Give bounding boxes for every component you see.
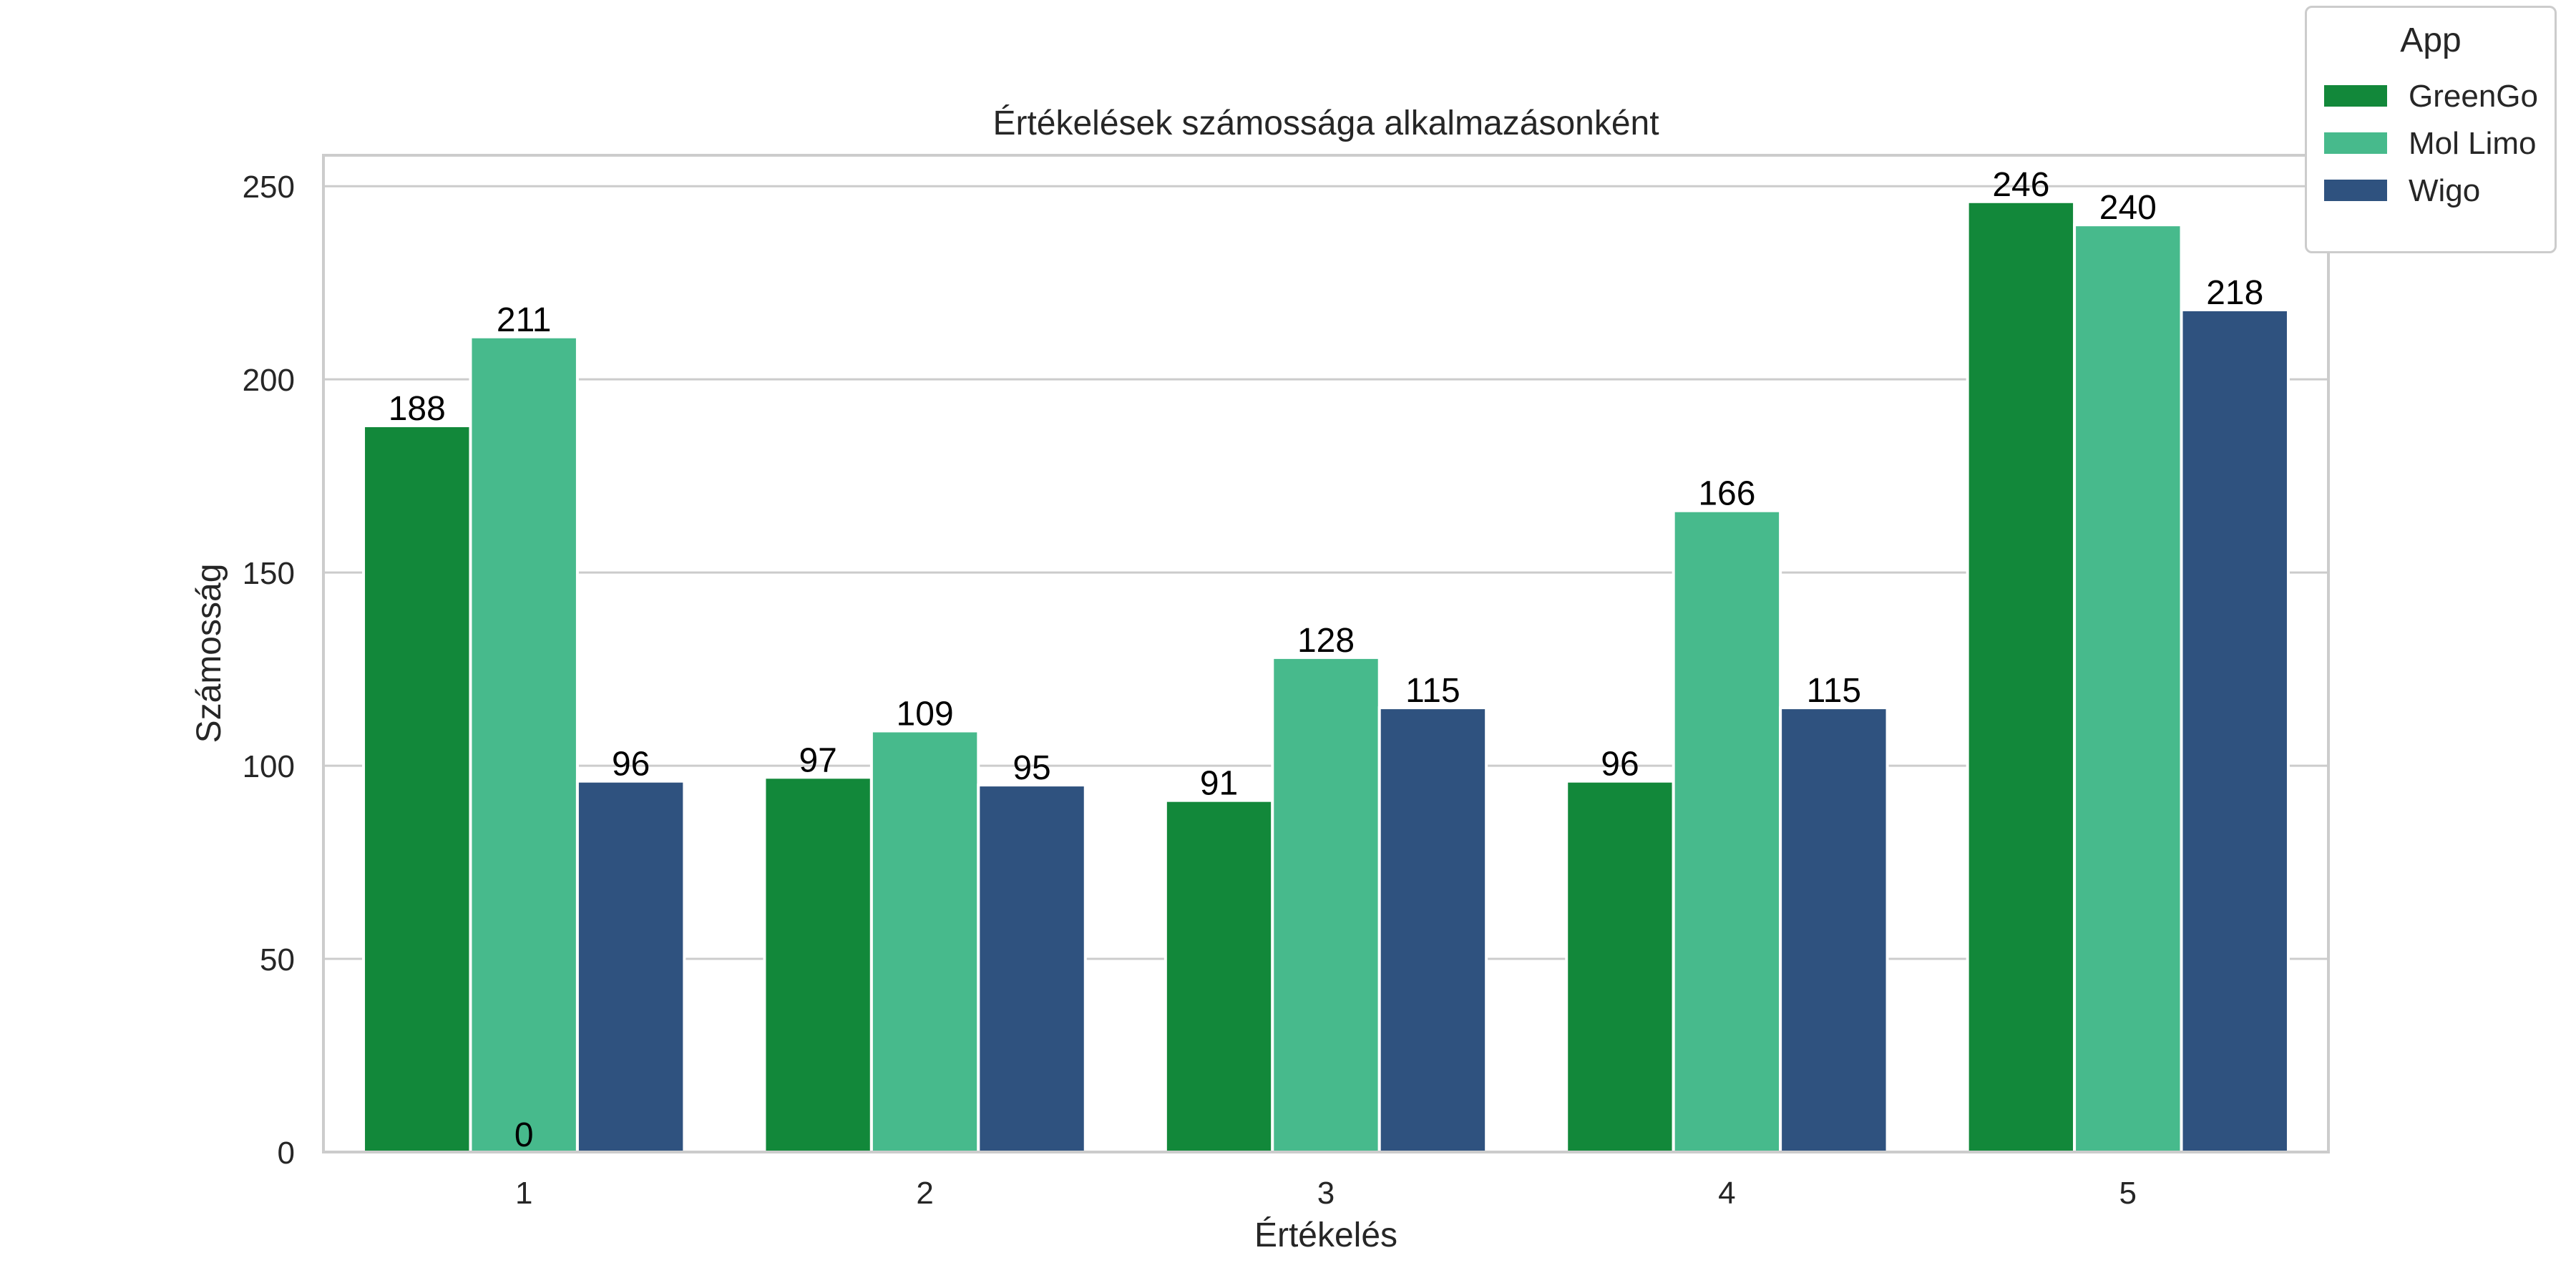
bar-wigo-5 xyxy=(2180,308,2290,1153)
x-tick-label-2: 2 xyxy=(916,1176,933,1211)
plot-frame xyxy=(322,154,2330,1153)
x-axis-label: Értékelés xyxy=(1254,1216,1397,1254)
data-label-mol-limo-2: 109 xyxy=(897,695,954,733)
legend-label-mol-limo: Mol Limo xyxy=(2409,126,2537,161)
bar-wigo-4 xyxy=(1779,706,1889,1153)
legend-swatch-greengo xyxy=(2324,85,2387,107)
data-label-mol-limo-3: 128 xyxy=(1297,622,1355,660)
y-tick-label-200: 200 xyxy=(243,363,295,398)
bar-wigo-3 xyxy=(1377,706,1488,1153)
bar-greengo-1 xyxy=(362,424,472,1153)
legend-swatch-wigo xyxy=(2324,180,2387,201)
data-label-mol-limo-4: 166 xyxy=(1698,475,1755,513)
data-label-greengo-2: 97 xyxy=(799,741,836,779)
y-tick-label-250: 250 xyxy=(243,170,295,205)
data-label-greengo-4: 96 xyxy=(1601,746,1639,784)
data-labels: 188 97 91 96 246 211 109 128 166 240 96 95 115 115 218… xyxy=(389,166,2264,1154)
y-tick-label-100: 100 xyxy=(243,749,295,784)
bar-mol-limo-5 xyxy=(2073,223,2183,1153)
bar-mol-limo-2 xyxy=(869,729,980,1153)
data-label-mol-limo-5: 240 xyxy=(2099,189,2157,227)
bar-wigo-1 xyxy=(575,779,686,1153)
bar-greengo-4 xyxy=(1565,779,1675,1153)
x-tick-labels: 1 2 3 4 5 xyxy=(515,1176,2137,1211)
data-label-wigo-4: 115 xyxy=(1807,672,1862,710)
legend-label-greengo: GreenGo xyxy=(2409,79,2538,114)
data-label-greengo-1: 188 xyxy=(389,390,446,428)
y-tick-label-50: 50 xyxy=(260,942,295,977)
bar-greengo-3 xyxy=(1163,799,1274,1153)
bar-greengo-2 xyxy=(763,776,873,1153)
bar-mol-limo-4 xyxy=(1672,509,1782,1153)
bar-mol-limo-1 xyxy=(469,335,579,1154)
legend-swatch-mol-limo xyxy=(2324,132,2387,154)
legend-label-wigo: Wigo xyxy=(2409,173,2481,208)
chart-title: Értékelések számossága alkalmazásonként xyxy=(992,104,1659,142)
data-label-mol-limo-1: 211 xyxy=(497,301,552,339)
x-tick-label-5: 5 xyxy=(2119,1176,2137,1211)
legend-title: App xyxy=(2400,21,2462,59)
x-tick-label-4: 4 xyxy=(1718,1176,1735,1211)
bars xyxy=(362,200,2290,1154)
x-tick-label-1: 1 xyxy=(515,1176,532,1211)
data-label-wigo-2: 95 xyxy=(1013,749,1050,787)
data-label-wigo-5: 218 xyxy=(2206,274,2263,312)
y-axis-label: Számosság xyxy=(190,564,228,743)
bar-mol-limo-3 xyxy=(1271,655,1381,1153)
y-tick-label-150: 150 xyxy=(243,556,295,591)
y-tick-label-0: 0 xyxy=(278,1136,295,1171)
data-label-greengo-5: 246 xyxy=(1992,166,2049,204)
bar-greengo-5 xyxy=(1966,200,2077,1154)
data-label-wigo-3: 115 xyxy=(1405,672,1460,710)
data-label-wigo-1: 96 xyxy=(612,746,650,784)
data-label-zero: 0 xyxy=(514,1116,534,1154)
y-tick-labels: 0 50 100 150 200 250 xyxy=(243,170,295,1171)
legend: App GreenGo Mol Limo Wigo xyxy=(2305,6,2557,253)
data-label-greengo-3: 91 xyxy=(1200,765,1238,803)
bar-wigo-2 xyxy=(977,784,1087,1153)
x-tick-label-3: 3 xyxy=(1317,1176,1335,1211)
